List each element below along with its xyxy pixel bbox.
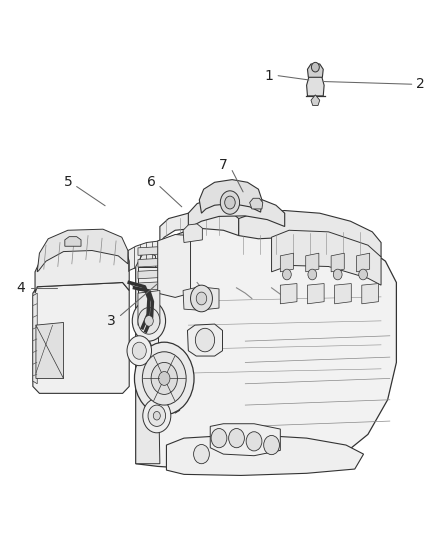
Circle shape	[142, 352, 186, 405]
Polygon shape	[239, 211, 381, 257]
Polygon shape	[199, 180, 262, 213]
Circle shape	[246, 432, 262, 451]
Circle shape	[132, 301, 166, 341]
Circle shape	[148, 405, 166, 426]
Text: 3: 3	[107, 314, 116, 328]
Polygon shape	[187, 324, 223, 356]
Circle shape	[143, 399, 171, 433]
Polygon shape	[138, 247, 158, 255]
Polygon shape	[36, 322, 64, 378]
Polygon shape	[183, 224, 202, 243]
Polygon shape	[280, 253, 293, 272]
Polygon shape	[33, 282, 129, 393]
Text: 6: 6	[147, 175, 155, 189]
Text: 2: 2	[416, 77, 425, 91]
Circle shape	[134, 342, 194, 415]
Polygon shape	[138, 259, 158, 267]
Circle shape	[138, 308, 160, 334]
Circle shape	[151, 362, 177, 394]
Polygon shape	[183, 287, 219, 310]
Circle shape	[132, 342, 146, 359]
Circle shape	[308, 269, 317, 280]
Polygon shape	[272, 230, 381, 285]
Circle shape	[195, 328, 215, 352]
Polygon shape	[188, 195, 285, 228]
Circle shape	[333, 269, 342, 280]
Circle shape	[311, 62, 319, 72]
Text: 7: 7	[219, 158, 228, 172]
Circle shape	[196, 292, 207, 305]
Polygon shape	[35, 241, 129, 293]
Circle shape	[220, 191, 240, 214]
Circle shape	[194, 445, 209, 464]
Polygon shape	[307, 76, 324, 96]
Polygon shape	[138, 266, 158, 384]
Polygon shape	[335, 284, 351, 304]
Polygon shape	[166, 434, 364, 475]
Text: 1: 1	[265, 69, 274, 83]
Circle shape	[225, 196, 235, 209]
Polygon shape	[126, 241, 182, 273]
Polygon shape	[129, 282, 149, 291]
Circle shape	[359, 269, 367, 280]
Polygon shape	[331, 253, 344, 272]
Polygon shape	[158, 235, 191, 297]
Polygon shape	[210, 424, 280, 456]
Circle shape	[191, 285, 212, 312]
Polygon shape	[138, 282, 158, 290]
Circle shape	[283, 269, 291, 280]
Polygon shape	[136, 219, 396, 470]
Polygon shape	[138, 290, 160, 325]
Circle shape	[229, 429, 244, 448]
Polygon shape	[65, 237, 81, 246]
Polygon shape	[142, 314, 152, 331]
Circle shape	[264, 435, 279, 455]
Polygon shape	[357, 253, 370, 272]
Polygon shape	[311, 95, 320, 106]
Polygon shape	[145, 287, 152, 302]
Polygon shape	[307, 64, 323, 77]
Circle shape	[211, 429, 227, 448]
Text: 5: 5	[64, 175, 72, 189]
Circle shape	[127, 336, 152, 366]
Circle shape	[159, 372, 170, 385]
Polygon shape	[280, 284, 297, 304]
Polygon shape	[160, 211, 239, 243]
Polygon shape	[138, 270, 158, 279]
Polygon shape	[148, 298, 152, 318]
Text: 4: 4	[17, 281, 25, 295]
Polygon shape	[307, 284, 324, 304]
Circle shape	[145, 316, 153, 326]
Polygon shape	[250, 198, 263, 209]
Polygon shape	[362, 284, 378, 304]
Circle shape	[153, 411, 160, 420]
Polygon shape	[37, 229, 128, 272]
Polygon shape	[136, 251, 160, 464]
Polygon shape	[306, 253, 319, 272]
Polygon shape	[33, 293, 37, 384]
